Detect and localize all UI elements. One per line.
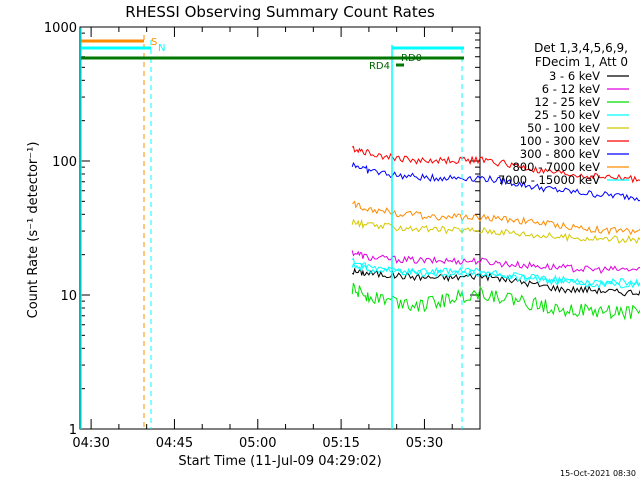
x-tick-label: 05:15	[322, 436, 359, 451]
y-axis-label: Count Rate (s⁻¹ detector⁻¹)	[26, 142, 41, 319]
y-tick-label: 10	[60, 289, 77, 304]
series-line	[351, 218, 640, 245]
x-tick-label: 05:00	[239, 436, 276, 451]
annotation-label: N	[158, 43, 165, 54]
legend: Det 1,3,4,5,6,9,FDecim 1, Att 03 - 6 keV…	[498, 41, 629, 187]
legend-label: 50 - 100 keV	[527, 121, 600, 135]
series-layer	[351, 145, 640, 321]
y-tick-label: 1000	[44, 21, 77, 36]
y-tick-label: 1	[69, 423, 77, 438]
legend-label: 12 - 25 keV	[534, 95, 600, 109]
series-line	[351, 161, 640, 202]
legend-header: FDecim 1, Att 0	[535, 55, 628, 69]
y-axis: 1 10 100 1000	[44, 21, 480, 438]
series-line	[352, 200, 640, 236]
legend-label: 3 - 6 keV	[549, 69, 600, 83]
legend-label: 25 - 50 keV	[534, 108, 600, 122]
footer-timestamp: 15-Oct-2021 08:30	[560, 469, 636, 478]
x-tick-label: 05:30	[406, 436, 443, 451]
legend-label: 300 - 800 keV	[520, 147, 600, 161]
x-axis: 04:30 04:45 05:00 05:15 05:30	[72, 27, 481, 451]
series-line	[351, 257, 640, 287]
annotation-label: RD0	[401, 53, 422, 64]
series-line	[351, 267, 640, 297]
x-tick-label: 04:30	[72, 436, 109, 451]
plot-frame	[79, 26, 481, 430]
series-line	[351, 250, 640, 275]
legend-label: 7000 - 15000 keV	[498, 173, 600, 187]
y-tick-label: 100	[52, 155, 77, 170]
plot-area	[79, 26, 481, 430]
legend-label: 100 - 300 keV	[520, 134, 600, 148]
legend-label: 6 - 12 keV	[542, 82, 600, 96]
series-line	[351, 145, 640, 184]
annotation-label: RD4	[369, 61, 390, 72]
series-line	[351, 282, 640, 321]
annotation-label: S	[151, 37, 157, 48]
x-tick-label: 04:45	[156, 436, 193, 451]
legend-header: Det 1,3,4,5,6,9,	[534, 41, 628, 55]
annotation-layer: SN RD4 RD0	[80, 28, 464, 429]
series-line	[351, 262, 640, 289]
legend-label: 800 - 7000 keV	[512, 160, 600, 174]
x-axis-label: Start Time (11-Jul-09 04:29:02)	[178, 454, 381, 469]
chart-title: RHESSI Observing Summary Count Rates	[125, 3, 435, 21]
